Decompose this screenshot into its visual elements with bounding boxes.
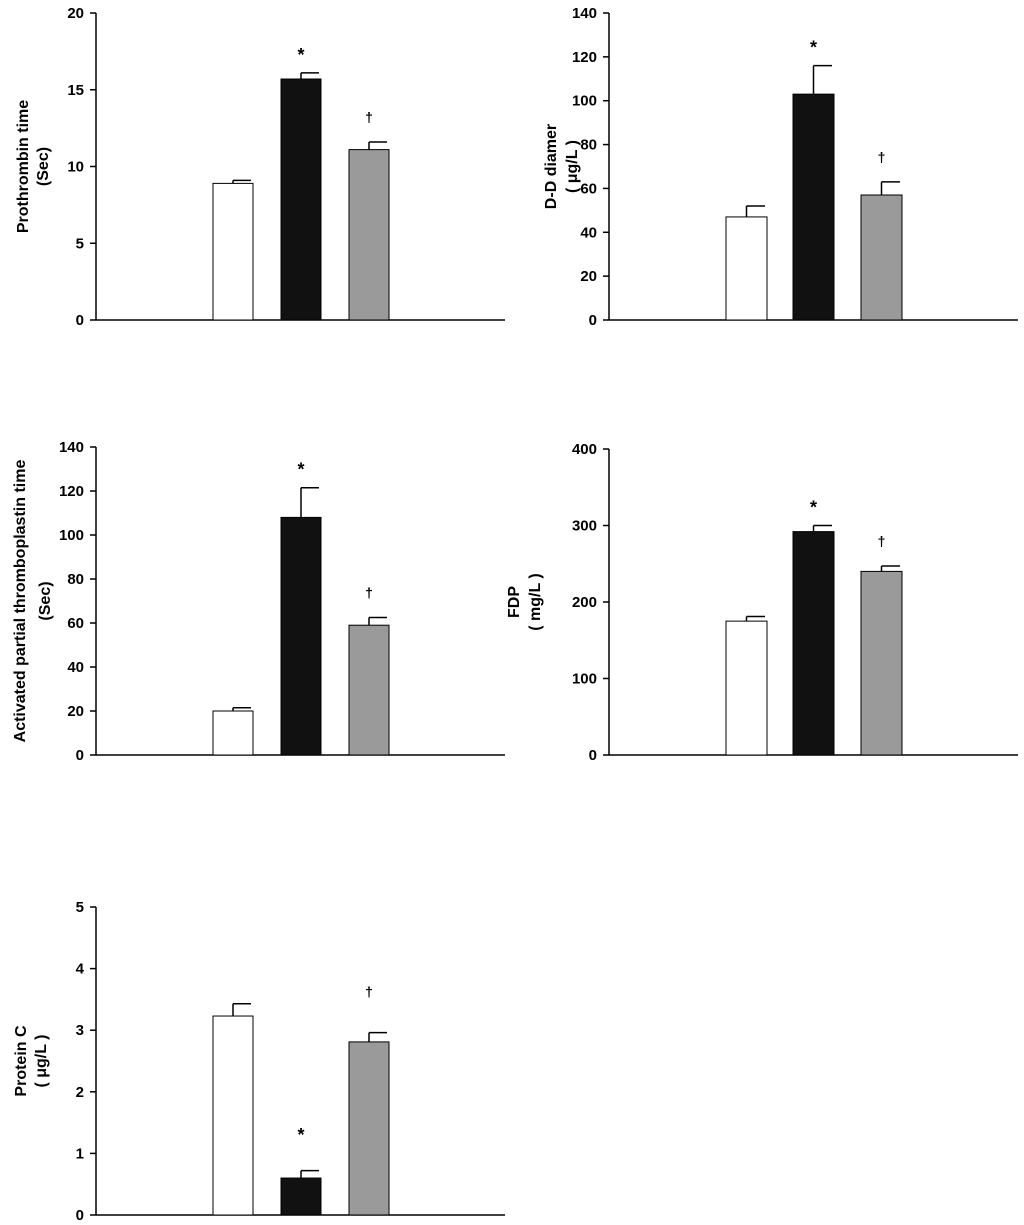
- y-axis-label: ( μg/L ): [33, 1034, 50, 1087]
- y-tick-label: 0: [76, 312, 84, 329]
- significance-marker: †: [365, 109, 373, 125]
- y-axis-label: (Sec): [37, 581, 54, 620]
- bar: [860, 194, 903, 321]
- y-tick-label: 60: [67, 615, 84, 632]
- y-tick-label: 0: [76, 1207, 84, 1224]
- y-axis-label: Activated partial thromboplastin time: [12, 460, 29, 743]
- y-axis-label: ( mg/L ): [527, 573, 544, 630]
- y-tick-label: 100: [572, 93, 597, 110]
- bar: [725, 620, 768, 756]
- y-tick-label: 20: [580, 268, 597, 285]
- y-tick-label: 300: [572, 518, 597, 535]
- y-axis-label: ( μg/L ): [564, 140, 581, 193]
- y-tick-label: 0: [76, 747, 84, 764]
- bar: [280, 78, 322, 321]
- chart-d-d-diamer: 0 20 40 60 80 100 120 140 D-D diamer( μg/L ) * †: [543, 5, 1018, 329]
- chart-protein-c: 0 1 2 3 4 5 Protein C( μg/L ) * †: [13, 899, 505, 1224]
- chart-prothrombin-time: 0 5 10 15 20 Prothrombin time (Sec) * †: [15, 5, 505, 329]
- chart-fdp: 0 100 200 300 400 FDP( mg/L ) * †: [506, 441, 1018, 764]
- significance-marker: †: [878, 149, 886, 165]
- y-axis-label: D-D diamer: [543, 124, 560, 209]
- significance-marker: †: [878, 533, 886, 549]
- y-tick-label: 120: [572, 49, 597, 66]
- y-tick-label: 40: [580, 224, 597, 241]
- y-axis-label: (Sec): [35, 147, 52, 186]
- bar: [792, 531, 835, 756]
- bar: [280, 1177, 322, 1216]
- bar: [860, 570, 903, 756]
- chart-activated-partial-thromboplastin-time: 0 20 40 60 80 100 120 140 Activated partial thro…: [12, 439, 505, 764]
- y-tick-label: 1: [76, 1145, 84, 1162]
- bar: [725, 216, 768, 321]
- y-tick-label: 140: [572, 5, 597, 22]
- significance-marker: *: [297, 45, 304, 65]
- y-tick-label: 20: [67, 5, 84, 22]
- significance-marker: *: [810, 498, 817, 518]
- significance-marker: *: [297, 460, 304, 480]
- y-tick-label: 0: [589, 312, 597, 329]
- y-tick-label: 140: [59, 439, 84, 456]
- y-tick-label: 80: [580, 137, 597, 154]
- significance-marker: †: [365, 983, 373, 999]
- y-tick-label: 2: [76, 1084, 84, 1101]
- y-tick-label: 80: [67, 571, 84, 588]
- y-tick-label: 3: [76, 1022, 84, 1039]
- y-tick-label: 20: [67, 703, 84, 720]
- significance-marker: *: [810, 38, 817, 58]
- bar: [280, 516, 322, 756]
- y-tick-label: 60: [580, 180, 597, 197]
- y-axis-label: FDP: [506, 586, 523, 618]
- y-tick-label: 100: [59, 527, 84, 544]
- bar: [348, 1041, 390, 1216]
- y-axis-label: Protein C: [13, 1025, 30, 1097]
- bar: [212, 710, 254, 756]
- bar: [348, 149, 390, 321]
- significance-marker: *: [297, 1125, 304, 1145]
- y-tick-label: 5: [76, 899, 84, 916]
- y-tick-label: 200: [572, 594, 597, 611]
- bar: [212, 182, 254, 321]
- y-tick-label: 4: [76, 961, 85, 978]
- y-axis-label: Prothrombin time: [15, 100, 32, 233]
- y-tick-label: 40: [67, 659, 84, 676]
- bar: [212, 1015, 254, 1216]
- bar: [348, 624, 390, 756]
- significance-marker: †: [365, 585, 373, 601]
- bar: [792, 93, 835, 321]
- y-tick-label: 100: [572, 671, 597, 688]
- y-tick-label: 120: [59, 483, 84, 500]
- y-tick-label: 400: [572, 441, 597, 458]
- y-tick-label: 10: [67, 159, 84, 176]
- y-tick-label: 0: [589, 747, 597, 764]
- y-tick-label: 5: [76, 235, 84, 252]
- y-tick-label: 15: [67, 82, 84, 99]
